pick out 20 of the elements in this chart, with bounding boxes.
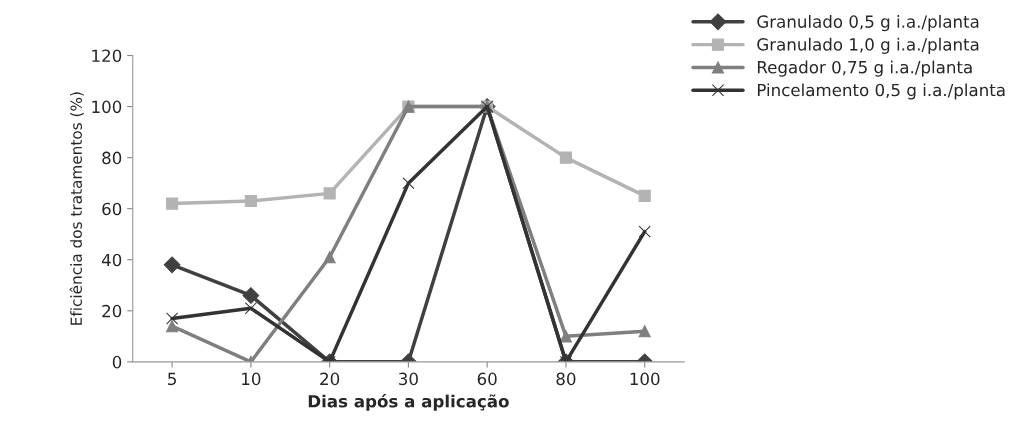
y-tick-label: 80 xyxy=(102,151,122,165)
y-tick-label: 40 xyxy=(101,253,122,267)
x-tick-label: 20 xyxy=(320,372,340,386)
y-tick-label: 120 xyxy=(92,49,122,63)
y-tick-label: 20 xyxy=(102,304,122,318)
y-axis-title: Eficiência dos tratamentos (%) xyxy=(69,92,84,325)
x-tick-label: 60 xyxy=(477,372,497,386)
x-tick-label: 10 xyxy=(242,372,261,386)
x-axis-title: Dias após a aplicação xyxy=(308,393,509,411)
legend-label: Pincelamento 0,5 g i.a./planta xyxy=(757,83,1005,100)
x-tick-label: 80 xyxy=(556,372,576,386)
y-tick-label: 100 xyxy=(92,100,122,114)
x-tick-label: 30 xyxy=(399,372,418,386)
legend-label: Granulado 1,0 g i.a./planta xyxy=(757,37,979,54)
legend-label: Regador 0,75 g i.a./planta xyxy=(757,60,972,77)
x-tick-label: 100 xyxy=(630,372,660,386)
x-tick-label: 5 xyxy=(168,372,176,386)
y-tick-label: 60 xyxy=(102,202,122,216)
y-tick-label: 0 xyxy=(112,355,122,369)
legend-label: Granulado 0,5 g i.a./planta xyxy=(757,15,979,32)
